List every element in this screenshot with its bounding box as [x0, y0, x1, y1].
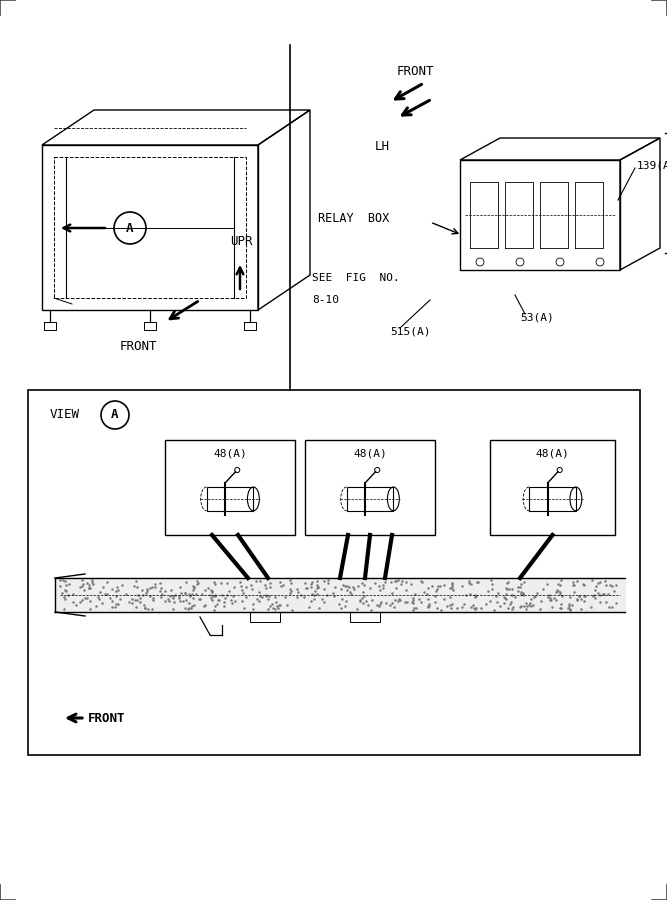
Bar — [165, 440, 295, 535]
Text: RELAY  BOX: RELAY BOX — [318, 212, 390, 224]
Text: 139(A): 139(A) — [637, 160, 667, 170]
Text: 48(A): 48(A) — [213, 448, 247, 458]
Text: 515(A): 515(A) — [390, 327, 430, 337]
Bar — [350, 612, 380, 622]
Text: LH: LH — [375, 140, 390, 153]
Text: FRONT: FRONT — [88, 712, 125, 724]
Text: A: A — [111, 409, 119, 421]
Text: FRONT: FRONT — [119, 340, 157, 353]
Text: 53(A): 53(A) — [520, 313, 554, 323]
Bar — [28, 390, 640, 755]
Text: FRONT: FRONT — [396, 65, 434, 78]
Text: SEE  FIG  NO.: SEE FIG NO. — [312, 273, 400, 283]
Text: 48(A): 48(A) — [536, 448, 570, 458]
Text: A: A — [126, 221, 134, 235]
Bar — [250, 612, 280, 622]
Text: 8-10: 8-10 — [312, 295, 339, 305]
Text: VIEW: VIEW — [50, 409, 80, 421]
Text: UPR: UPR — [230, 235, 253, 248]
Text: 48(A): 48(A) — [353, 448, 387, 458]
Bar — [305, 440, 435, 535]
Bar — [490, 440, 615, 535]
